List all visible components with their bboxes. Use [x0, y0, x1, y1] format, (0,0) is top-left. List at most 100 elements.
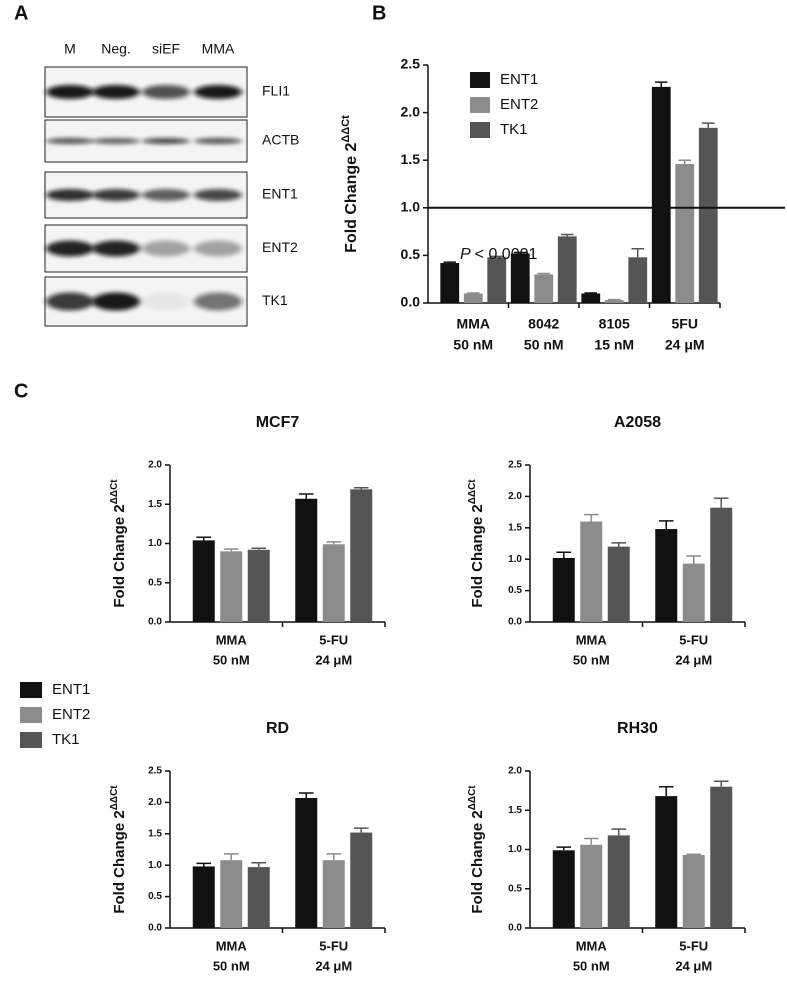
x-tick-label: 5-FU: [679, 938, 708, 953]
x-tick-label: MMA: [576, 938, 608, 953]
error-bar: [196, 862, 212, 867]
error-bar: [223, 853, 239, 861]
legend-swatch: [470, 122, 490, 138]
bar: [698, 127, 718, 303]
x-tick-label: 5FU: [672, 316, 698, 332]
y-axis-label-text: Fold Change 2: [343, 143, 360, 253]
legend-label: TK1: [500, 121, 528, 138]
bar: [322, 860, 345, 928]
bar: [463, 293, 483, 303]
x-tick-label: 8042: [528, 316, 559, 332]
bar: [295, 798, 318, 928]
bar: [220, 551, 243, 622]
error-bar: [686, 555, 702, 564]
chart-title: RD: [266, 720, 289, 737]
chart-title: MCF7: [256, 414, 300, 431]
error-bar: [686, 853, 702, 855]
legend-swatch: [470, 97, 490, 113]
y-axis-label-text: Fold Change 2: [469, 810, 486, 913]
bar: [580, 844, 603, 928]
bar: [247, 867, 270, 928]
x-tick-label: 5-FU: [319, 632, 348, 647]
y-axis-label: Fold Change 2ΔΔCt: [109, 785, 128, 914]
y-axis-label-text: Fold Change 2: [469, 504, 486, 607]
y-axis-label-sup: ΔΔCt: [109, 785, 120, 811]
bar: [192, 866, 215, 928]
y-axis-label: Fold Change 2ΔΔCt: [340, 115, 360, 253]
y-axis-label-sup: ΔΔCt: [340, 115, 352, 143]
y-tick-label: 0.0: [401, 294, 421, 310]
y-tick-label: 0.5: [148, 891, 162, 902]
band: [46, 240, 94, 257]
error-bar: [701, 122, 715, 128]
bar: [675, 164, 695, 303]
y-tick-label: 1.5: [148, 499, 162, 510]
panel-label: C: [14, 380, 28, 402]
bar: [534, 274, 554, 303]
row-label: ACTB: [262, 132, 299, 148]
band: [194, 85, 242, 99]
bar: [192, 540, 215, 622]
y-tick-label: 1.5: [508, 522, 522, 533]
y-axis-label: Fold Change 2ΔΔCt: [467, 479, 486, 608]
error-bar: [658, 785, 674, 797]
band: [142, 85, 190, 99]
error-bar: [537, 272, 551, 275]
legend-label: ENT2: [52, 706, 90, 723]
y-tick-label: 0.0: [148, 617, 162, 628]
bar: [487, 257, 507, 303]
error-bar: [611, 542, 627, 547]
error-bar: [251, 547, 267, 550]
bar: [581, 293, 601, 303]
y-tick-label: 1.0: [508, 554, 522, 565]
lane-label: siEF: [152, 41, 180, 57]
lane-label: Neg.: [101, 41, 131, 57]
x-tick-label: 24 μM: [315, 652, 352, 667]
y-tick-label: 0.5: [508, 585, 522, 596]
error-bar: [298, 493, 314, 499]
bar: [350, 832, 373, 928]
band: [92, 85, 140, 99]
x-tick-label: 50 nM: [213, 652, 250, 667]
band: [92, 240, 140, 257]
row-label: FLI1: [262, 83, 290, 99]
y-tick-label: 2.5: [508, 460, 522, 471]
y-tick-label: 0.0: [148, 923, 162, 934]
error-bar: [713, 497, 729, 508]
bar: [440, 263, 460, 303]
x-tick-label: 24 μM: [665, 337, 705, 353]
error-bar: [560, 233, 574, 237]
bar: [655, 796, 678, 928]
x-tick-label: MMA: [457, 316, 490, 332]
y-tick-label: 2.0: [148, 460, 162, 471]
y-axis-label-text: Fold Change 2: [111, 810, 128, 913]
panel-label: A: [14, 2, 28, 24]
annotation: P < 0.0001: [460, 246, 538, 263]
error-bar: [326, 853, 342, 861]
y-tick-label: 0.0: [508, 923, 522, 934]
bar: [220, 860, 243, 928]
band: [92, 189, 140, 201]
band: [194, 138, 242, 144]
band: [46, 292, 94, 311]
error-bar: [631, 247, 645, 258]
y-tick-label: 0.5: [508, 883, 522, 894]
y-tick-label: 2.0: [508, 766, 522, 777]
annotation-italic: P: [460, 246, 471, 263]
error-bar: [583, 837, 599, 845]
y-tick-label: 1.0: [508, 844, 522, 855]
bar: [552, 850, 575, 928]
error-bar: [556, 551, 572, 558]
legend-swatch: [20, 707, 42, 723]
y-axis-label: Fold Change 2ΔΔCt: [109, 479, 128, 608]
error-bar: [678, 159, 692, 165]
bar: [607, 835, 630, 928]
y-tick-label: 1.0: [148, 860, 162, 871]
x-tick-label: 15 nM: [594, 337, 634, 353]
y-tick-label: 1.5: [148, 828, 162, 839]
bar: [628, 257, 648, 303]
legend-label: ENT1: [52, 681, 90, 698]
y-axis-label-text: Fold Change 2: [111, 504, 128, 607]
band: [46, 138, 94, 144]
band: [142, 189, 190, 201]
